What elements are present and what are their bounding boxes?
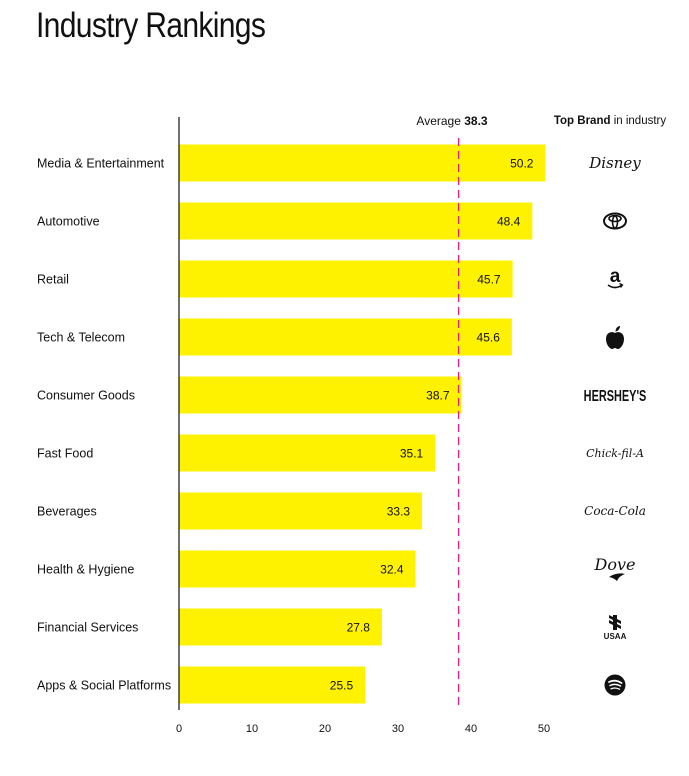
- category-label: Apps & Social Platforms: [37, 679, 171, 693]
- hersheys-logo: HERSHEY'S: [584, 387, 647, 405]
- category-label: Financial Services: [37, 621, 138, 635]
- brand-logos-layer: Top Brand in industry Disney a HERSHEY'S Chi…: [554, 115, 667, 696]
- category-label: Tech & Telecom: [37, 331, 125, 345]
- x-tick-label: 0: [176, 723, 182, 735]
- bar: [179, 492, 423, 530]
- average-label: Average 38.3: [416, 114, 487, 128]
- axis-layer: 0 10 20 30 40 50: [176, 117, 550, 735]
- value-label: 25.5: [330, 679, 354, 693]
- bars-layer: [179, 144, 546, 704]
- chick-fil-a-logo: Chick-fil-A: [586, 447, 644, 460]
- x-tick-label: 10: [246, 723, 258, 735]
- svg-text:USAA: USAA: [604, 632, 627, 641]
- category-label: Beverages: [37, 505, 97, 519]
- chart-title: Industry Rankings: [36, 6, 266, 45]
- bar: [179, 608, 382, 646]
- bar: [179, 434, 436, 472]
- x-tick-label: 30: [392, 723, 404, 735]
- average-label-text: Average: [416, 114, 464, 128]
- average-value: 38.3: [464, 114, 488, 128]
- bar: [179, 666, 366, 704]
- disney-logo: Disney: [588, 154, 641, 172]
- category-label: Fast Food: [37, 447, 93, 461]
- value-label: 32.4: [380, 563, 404, 577]
- value-label: 27.8: [347, 621, 371, 635]
- value-label: 45.7: [477, 273, 501, 287]
- category-label: Media & Entertainment: [37, 157, 165, 171]
- category-label: Retail: [37, 273, 69, 287]
- svg-text:a: a: [610, 266, 621, 287]
- category-label: Automotive: [37, 215, 100, 229]
- x-tick-label: 50: [538, 723, 550, 735]
- top-brand-header: Top Brand in industry: [554, 115, 667, 127]
- svg-text:Chick-fil-A: Chick-fil-A: [586, 447, 644, 460]
- amazon-logo: a: [607, 266, 624, 289]
- coca-cola-logo: Coca-Cola: [584, 504, 646, 518]
- svg-text:HERSHEY'S: HERSHEY'S: [584, 387, 647, 405]
- bar: [179, 376, 462, 414]
- dove-logo: Dove: [594, 555, 636, 581]
- spotify-logo: [604, 674, 626, 696]
- bar: [179, 202, 533, 240]
- bar: [179, 144, 546, 182]
- category-label: Consumer Goods: [37, 389, 135, 403]
- value-label: 35.1: [400, 447, 424, 461]
- labels-layer: Media & Entertainment 50.2 Automotive 48.4 R…: [37, 157, 534, 693]
- value-label: 33.3: [387, 505, 411, 519]
- svg-text:Dove: Dove: [594, 555, 636, 574]
- svg-text:Coca-Cola: Coca-Cola: [584, 504, 646, 518]
- average-layer: Average 38.3: [416, 114, 488, 708]
- value-label: 38.7: [426, 389, 450, 403]
- toyota-logo: [603, 212, 627, 230]
- bar: [179, 550, 416, 588]
- usaa-logo: USAA: [604, 615, 627, 641]
- value-label: 45.6: [477, 331, 501, 345]
- value-label: 48.4: [497, 215, 521, 229]
- bar: [179, 260, 513, 298]
- svg-text:Disney: Disney: [588, 154, 641, 172]
- bar: [179, 318, 512, 356]
- value-label: 50.2: [510, 157, 534, 171]
- x-tick-label: 40: [465, 723, 477, 735]
- x-tick-label: 20: [319, 723, 331, 735]
- apple-logo: [606, 326, 624, 349]
- category-label: Health & Hygiene: [37, 563, 134, 577]
